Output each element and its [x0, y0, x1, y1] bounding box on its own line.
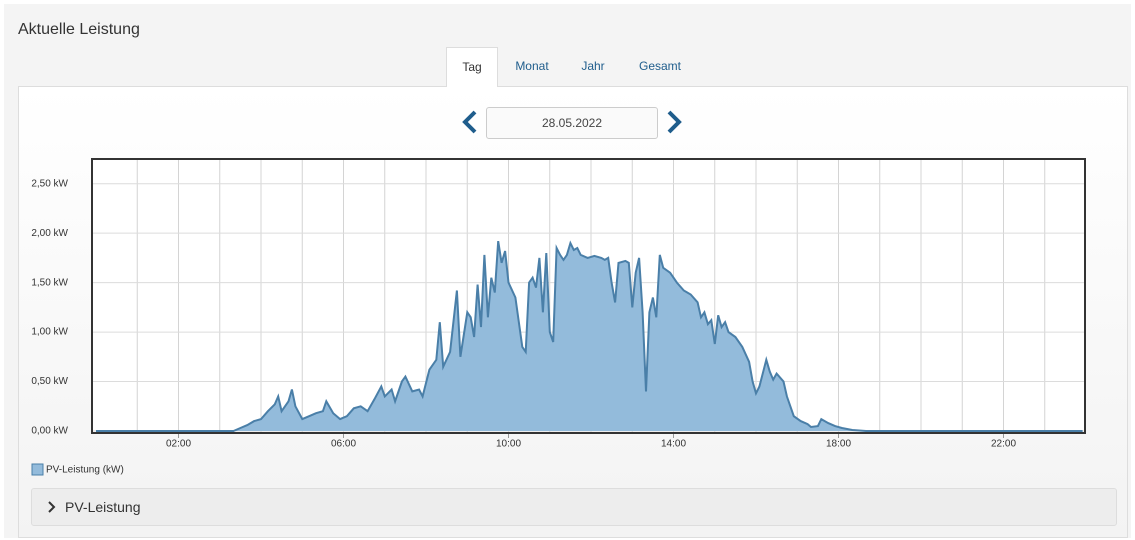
y-tick-label: 1,00 kW — [31, 327, 68, 338]
line — [96, 240, 1083, 432]
plot-border — [91, 158, 1086, 434]
panel-title: Aktuelle Leistung — [18, 21, 140, 38]
chevron — [48, 501, 56, 513]
tab[interactable]: Gesamt — [638, 59, 681, 73]
legend-label: PV-Leistung (kW) — [46, 465, 124, 476]
y-tick-label: 2,50 kW — [31, 178, 68, 189]
x-tick-label: 06:00 — [331, 439, 356, 450]
accordion-title: PV-Leistung — [65, 499, 141, 515]
tab[interactable]: Tag — [446, 47, 498, 87]
area — [96, 241, 1083, 431]
x-tick-label: 14:00 — [661, 439, 686, 450]
date-input[interactable]: 28.05.2022 — [486, 107, 658, 139]
x-tick-label: 02:00 — [166, 439, 191, 450]
tab[interactable]: Monat — [515, 59, 549, 73]
chart: 0,00 kW 0,50 kW 1,00 kW 1,50 kW 2,00 kW 2,50 … — [31, 158, 1086, 476]
x-tick-label: 10:00 — [496, 439, 521, 450]
y-tick-label: 1,50 kW — [31, 277, 68, 288]
tab[interactable]: Jahr — [581, 59, 605, 73]
x-tick-label: 18:00 — [826, 439, 851, 450]
y-tick-label: 0,50 kW — [31, 376, 68, 387]
accordion[interactable]: PV-Leistung — [31, 488, 1117, 526]
next-arrow[interactable] — [664, 109, 684, 135]
x-tick-label: 22:00 — [991, 439, 1016, 450]
y-tick-label: 0,00 kW — [31, 426, 68, 437]
y-tick-label: 2,00 kW — [31, 228, 68, 239]
prev-arrow[interactable] — [460, 109, 480, 135]
legend-swatch — [31, 463, 44, 476]
